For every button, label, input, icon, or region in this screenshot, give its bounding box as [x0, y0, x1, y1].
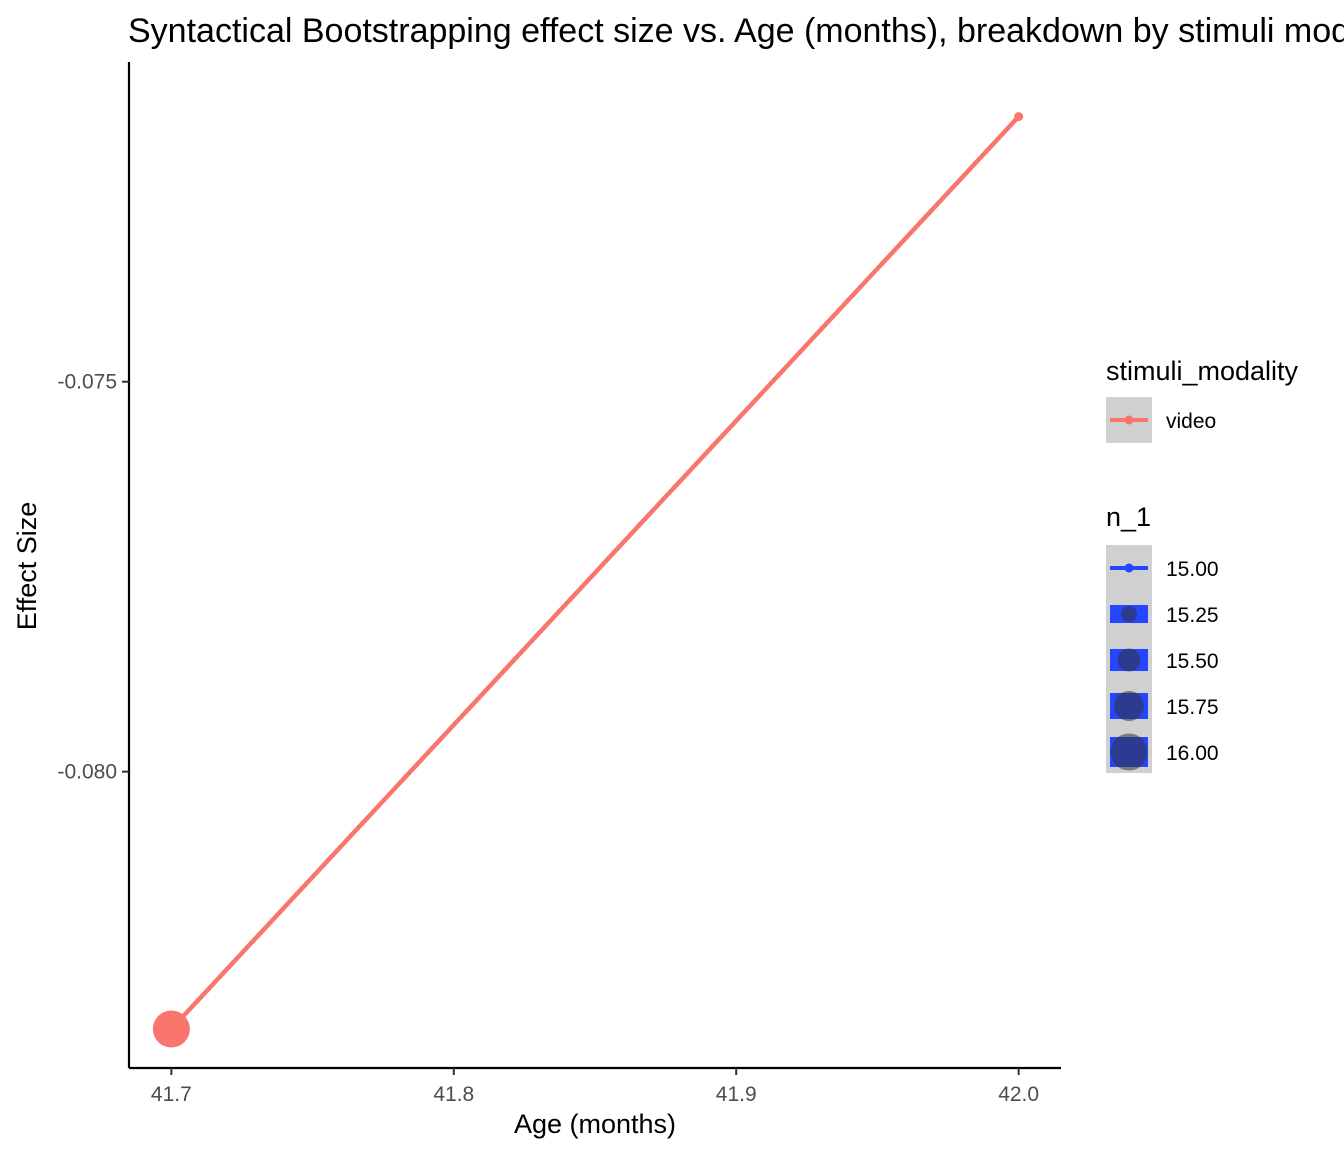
series-layer — [152, 112, 1024, 1048]
legend-size-label: 16.00 — [1166, 742, 1219, 765]
x-tick-label: 41.9 — [716, 1083, 757, 1106]
legend-size-key-point — [1110, 733, 1148, 771]
legend-size-key-point — [1124, 563, 1134, 573]
data-point — [152, 1010, 190, 1048]
y-tick-label: -0.075 — [57, 371, 117, 394]
legend: stimuli_modality video n_1 15.0015.2515.… — [1106, 356, 1299, 773]
legend-size-key-point — [1121, 606, 1137, 622]
x-tick-label: 42.0 — [998, 1083, 1039, 1106]
x-tick-label: 41.7 — [151, 1083, 192, 1106]
legend-size-label: 15.75 — [1166, 696, 1219, 719]
legend-color-label-video: video — [1166, 410, 1216, 433]
legend-color-key-point — [1124, 415, 1134, 425]
x-tick-label: 41.8 — [433, 1083, 474, 1106]
series-line-video — [169, 115, 1021, 1031]
y-axis-label: Effect Size — [12, 502, 42, 631]
plot-panel: -0.075 -0.080 41.7 41.8 41.9 42.0 — [57, 62, 1061, 1106]
chart-title: Syntactical Bootstrapping effect size vs… — [128, 12, 1344, 50]
legend-color-title: stimuli_modality — [1106, 356, 1299, 386]
legend-size-label: 15.25 — [1166, 604, 1219, 627]
legend-size-title: n_1 — [1106, 502, 1151, 532]
legend-size-keys: 15.00 15.25 15.50 15.75 16.00 — [1110, 558, 1219, 771]
x-axis-label: Age (months) — [514, 1109, 676, 1139]
legend-size-label: 15.00 — [1166, 558, 1219, 581]
x-ticks: 41.7 41.8 41.9 42.0 — [151, 1068, 1039, 1106]
legend-size-key-point — [1114, 691, 1144, 721]
data-point — [1014, 112, 1024, 122]
legend-size-key-point — [1117, 648, 1141, 672]
y-tick-label: -0.080 — [57, 761, 117, 784]
y-ticks: -0.075 -0.080 — [57, 371, 129, 784]
legend-size-label: 15.50 — [1166, 650, 1219, 673]
